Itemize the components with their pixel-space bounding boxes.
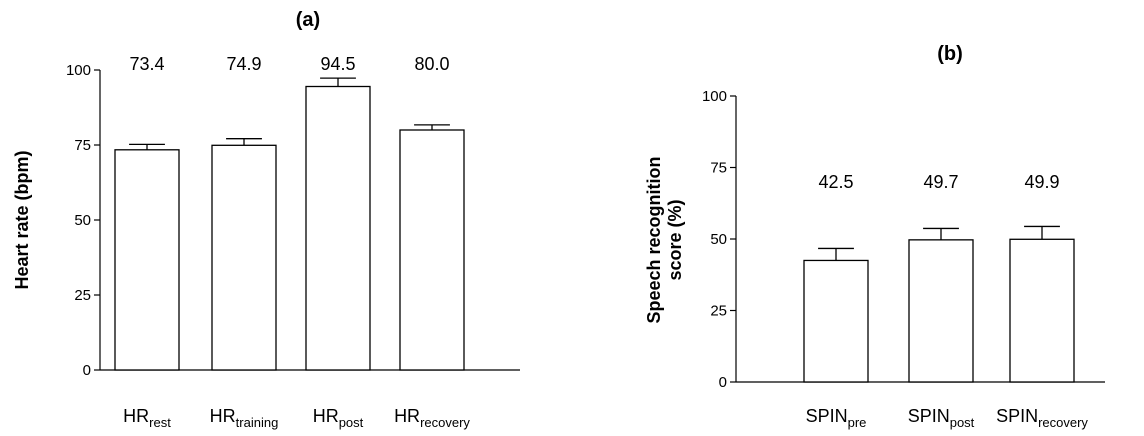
- bar: [305, 85, 371, 371]
- x-tick-label: SPINrecovery: [996, 406, 1088, 430]
- bar: [114, 149, 180, 371]
- bar: [803, 259, 869, 383]
- bar: [1009, 238, 1075, 383]
- x-tick-label: SPINpre: [806, 406, 867, 430]
- y-tick-label: 100: [702, 88, 727, 105]
- data-label: 94.5: [320, 54, 355, 74]
- chart-title: (b): [937, 43, 963, 65]
- data-label: 74.9: [226, 54, 261, 74]
- x-tick-label: HRtraining: [210, 406, 279, 430]
- y-tick-label: 0: [83, 362, 91, 379]
- y-tick-label: 100: [66, 62, 91, 79]
- chart-panel-a: (a) Heart rate (bpm) 0 25 50 75 100 73.4 HRrest 7…: [12, 9, 520, 430]
- bar: [211, 144, 277, 371]
- y-tick-label: 50: [74, 212, 91, 229]
- y-tick-label: 0: [719, 374, 727, 391]
- y-axis-label: Heart rate (bpm): [12, 150, 32, 289]
- x-tick-label: HRpost: [313, 406, 364, 430]
- data-label: 73.4: [129, 54, 164, 74]
- data-label: 42.5: [818, 172, 853, 192]
- x-tick-label: SPINpost: [908, 406, 975, 430]
- y-tick-label: 75: [74, 137, 91, 154]
- data-label: 49.7: [923, 172, 958, 192]
- y-tick-label: 75: [710, 160, 727, 177]
- chart-panel-b: (b) Speech recognitionscore (%) 0 25 50 75 100…: [644, 43, 1105, 430]
- bar: [399, 129, 465, 371]
- bar: [908, 239, 974, 383]
- data-label: 49.9: [1024, 172, 1059, 192]
- y-tick-label: 25: [710, 303, 727, 320]
- y-axis-label: Speech recognitionscore (%): [644, 156, 685, 323]
- x-tick-label: HRrecovery: [394, 406, 470, 430]
- chart-title: (a): [296, 9, 320, 31]
- y-tick-label: 50: [710, 231, 727, 248]
- data-label: 80.0: [414, 54, 449, 74]
- y-tick-label: 25: [74, 287, 91, 304]
- x-tick-label: HRrest: [123, 406, 171, 430]
